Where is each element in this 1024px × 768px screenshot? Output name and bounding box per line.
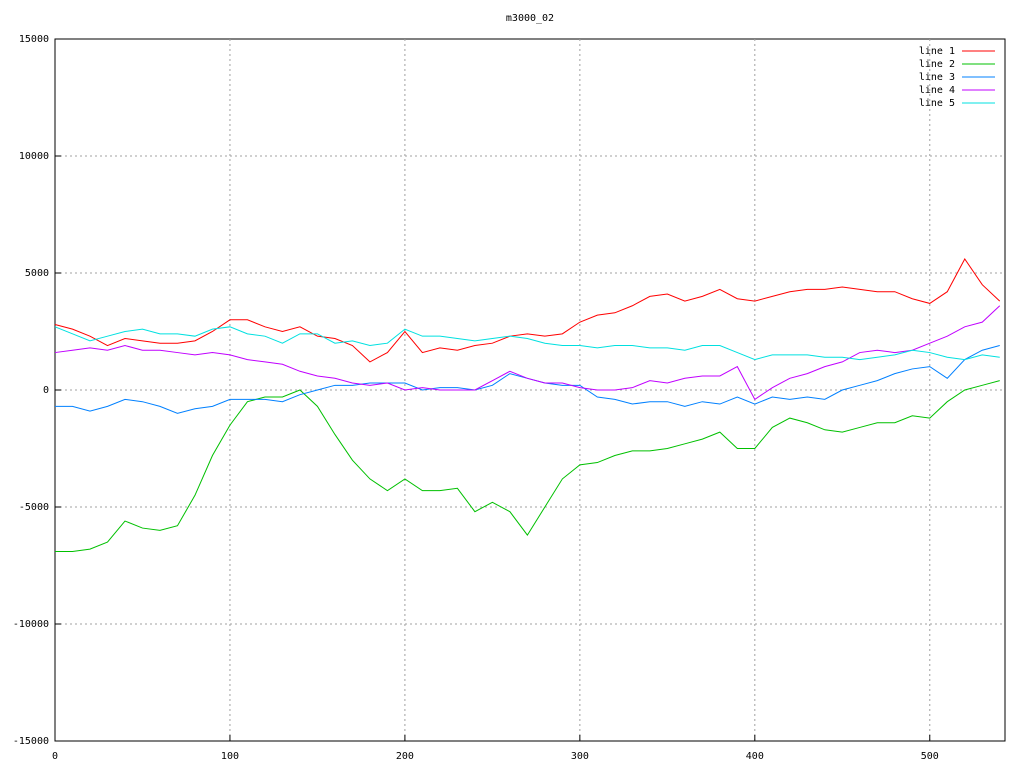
series-line xyxy=(55,380,1000,552)
series-line xyxy=(54,326,1000,361)
chart-title: m3000_02 xyxy=(506,13,554,24)
y-tick-label: 0 xyxy=(43,385,49,396)
y-tick-label: -10000 xyxy=(13,619,49,630)
x-tick-label: 0 xyxy=(52,751,58,762)
legend-label: line 5 xyxy=(919,98,955,109)
y-tick-label: 5000 xyxy=(25,268,49,279)
legend-label: line 4 xyxy=(919,85,955,96)
x-tick-label: 500 xyxy=(921,751,939,762)
x-tick-label: 400 xyxy=(746,751,764,762)
series-line xyxy=(55,345,1000,414)
series-line xyxy=(54,305,1001,401)
legend-label: line 1 xyxy=(919,46,955,57)
series-line xyxy=(54,257,1001,363)
y-tick-label: 10000 xyxy=(19,151,49,162)
legend-label: line 2 xyxy=(919,59,955,70)
x-tick-label: 200 xyxy=(396,751,414,762)
y-tick-label: -15000 xyxy=(13,736,49,747)
x-tick-label: 300 xyxy=(571,751,589,762)
legend-label: line 3 xyxy=(919,72,955,83)
y-tick-label: 15000 xyxy=(19,34,49,45)
y-tick-label: -5000 xyxy=(19,502,49,513)
x-tick-label: 100 xyxy=(221,751,239,762)
